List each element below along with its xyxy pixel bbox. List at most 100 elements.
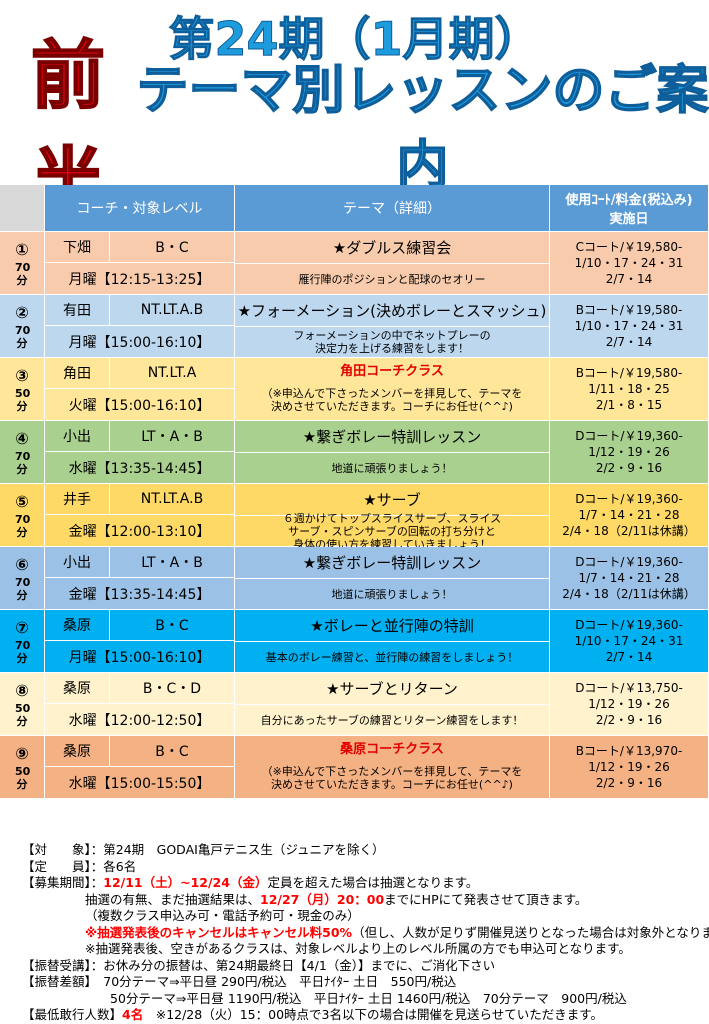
number: ⑤ xyxy=(15,491,29,511)
footer-text: 12/27（月）20：00 xyxy=(260,891,385,907)
court: Cコート/￥19,580- 1/10・17・24・31 2/7・14 xyxy=(550,232,709,295)
level: B・C xyxy=(110,736,235,767)
court-line: 2/1・8・15 xyxy=(595,398,663,412)
footer-line: 【定 員】：各6名 xyxy=(22,859,136,874)
day-time: 月曜【15:00-16:10】 xyxy=(45,326,235,358)
level: NT.LT.A.B xyxy=(110,295,235,326)
row-number: ④ 70分 xyxy=(0,421,45,484)
court-line: 2/7・14 xyxy=(605,335,653,349)
court-line: 1/10・17・24・31 xyxy=(574,319,684,333)
theme: 桑原コーチクラス xyxy=(235,736,550,758)
level: LT・A・B xyxy=(110,547,235,578)
duration: 70分 xyxy=(15,638,31,665)
theme: ★繋ぎボレー特訓レッスン xyxy=(235,547,550,578)
row-number: ⑥ 70分 xyxy=(0,547,45,610)
footer-text: （但し、人数が足りず開催見送りとなった場合は対象外となります。） xyxy=(352,924,709,940)
coach: 有田 xyxy=(45,295,110,326)
header-theme: テーマ（詳細） xyxy=(235,185,550,232)
theme: ★サーブ xyxy=(235,484,550,515)
court-line: 1/10・17・24・31 xyxy=(574,256,684,270)
theme: ★ボレーと並行陣の特訓 xyxy=(235,610,550,641)
detail: （※申込んで下さったメンバーを拝見して、テーマを 決めさせていただきます。コーチに… xyxy=(235,380,550,421)
row-number: ③ 50分 xyxy=(0,358,45,421)
court-line: Dコート/￥13,750- xyxy=(575,681,683,695)
theme: ★フォーメーション(決めボレーとスマッシュ) xyxy=(235,295,550,326)
theme: ★ダブルス練習会 xyxy=(235,232,550,263)
detail-line: 決めさせていただきます。コーチにお任せ(^^♪) xyxy=(271,778,513,791)
subtitle-blue: テーマ別レッスンのご案内 xyxy=(136,60,709,197)
court-line: Bコート/￥13,970- xyxy=(575,744,683,758)
number: ⑥ xyxy=(15,554,29,574)
duration: 50分 xyxy=(15,701,31,728)
footer-text: （複数クラス申込み可・電話予約可・現金のみ） xyxy=(85,908,360,923)
day-time: 水曜【13:35-14:45】 xyxy=(45,452,235,484)
header-coach: コーチ・対象レベル xyxy=(45,185,235,232)
header-court-line: 実施日 xyxy=(609,212,649,227)
detail-line: 決定力を上げる練習をします！ xyxy=(315,342,469,355)
footer-line: （複数クラス申込み可・電話予約可・現金のみ） xyxy=(85,908,360,923)
court-line: 1/12・19・26 xyxy=(588,697,670,711)
court-line: Dコート/￥19,360- xyxy=(575,429,683,443)
footer-text: ※抽選発表後のキャンセルはキャンセル料50% xyxy=(85,924,353,940)
coach: 桑原 xyxy=(45,673,110,704)
level: LT・A・B xyxy=(110,421,235,452)
court-line: Dコート/￥19,360- xyxy=(575,492,683,506)
footer-line: 【対 象】：第24期 GODAI亀戸テニス生（ジュニアを除く） xyxy=(22,842,384,857)
header-court-line: 使用ｺｰﾄ/料金(税込み) xyxy=(565,193,693,208)
court-line: 1/7・14・21・28 xyxy=(578,508,680,522)
coach: 小出 xyxy=(45,421,110,452)
court-line: 2/4・18（2/11は休講） xyxy=(562,524,696,538)
detail-line: 基本のボレー練習と、並行陣の練習をしましょう！ xyxy=(265,650,519,664)
footer-text: 定員を超えた場合は抽選となります。 xyxy=(267,875,479,890)
court-line: 2/2・9・16 xyxy=(595,776,663,790)
number: ① xyxy=(15,239,29,259)
court-line: 2/2・9・16 xyxy=(595,713,663,727)
detail-line: （※申込んで下さったメンバーを拝見して、テーマを xyxy=(261,765,523,778)
detail: 地道に頑張りましょう！ xyxy=(235,578,550,610)
court: Dコート/￥19,360- 1/12・19・26 2/2・9・16 xyxy=(550,421,709,484)
coach: 桑原 xyxy=(45,736,110,767)
number: ④ xyxy=(15,428,29,448)
court-line: 2/2・9・16 xyxy=(595,461,663,475)
court: Dコート/￥13,750- 1/12・19・26 2/2・9・16 xyxy=(550,673,709,736)
court-line: Dコート/￥19,360- xyxy=(575,555,683,569)
level: B・C xyxy=(110,232,235,263)
number: ⑦ xyxy=(15,617,29,637)
court: Bコート/￥13,970- 1/12・19・26 2/2・9・16 xyxy=(550,736,709,799)
court-line: 1/12・19・26 xyxy=(588,760,670,774)
detail-line: 地道に頑張りましょう！ xyxy=(331,587,453,601)
footer-line: 【最低敢行人数】4名 ※12/28（火）15：00時点で3名以下の場合は開催を見… xyxy=(22,1007,603,1022)
footer-line: 【振替受講】：お休み分の振替は、第24期最終日【4/1（金）】までに、ご消化下さ… xyxy=(22,958,495,973)
court: Dコート/￥19,360- 1/7・14・21・28 2/4・18（2/11は休講） xyxy=(550,547,709,610)
court: Bコート/￥19,580- 1/11・18・25 2/1・8・15 xyxy=(550,358,709,421)
court-line: Bコート/￥19,580- xyxy=(575,366,683,380)
footer-text: 12/11（土）~12/24（金） xyxy=(103,875,268,890)
detail-line: 雁行陣のポジションと配球のセオリー xyxy=(298,272,486,286)
day-time: 金曜【12:00-13:10】 xyxy=(45,515,235,547)
row-number: ⑨ 50分 xyxy=(0,736,45,799)
detail: 雁行陣のポジションと配球のセオリー xyxy=(235,263,550,295)
detail-line: 決めさせていただきます。コーチにお任せ(^^♪) xyxy=(271,400,513,413)
court-line: 2/7・14 xyxy=(605,272,653,286)
coach: 下畑 xyxy=(45,232,110,263)
footer-text: ※抽選発表後、空きがあるクラスは、対象レベルより上のレベル所属の方でも申込可とな… xyxy=(85,941,631,956)
court: Dコート/￥19,360- 1/10・17・24・31 2/7・14 xyxy=(550,610,709,673)
number: ⑨ xyxy=(15,743,29,763)
level: B・C・D xyxy=(110,673,235,704)
level: B・C xyxy=(110,610,235,641)
theme: ★サーブとリターン xyxy=(235,673,550,704)
detail-line: サーブ・スピンサーブの回転の打ち分けと xyxy=(288,524,496,538)
row-number: ⑤ 70分 xyxy=(0,484,45,547)
coach: 桑原 xyxy=(45,610,110,641)
detail: 地道に頑張りましょう！ xyxy=(235,452,550,484)
footer-text: 4名 xyxy=(122,1007,144,1022)
detail: （※申込んで下さったメンバーを拝見して、テーマを 決めさせていただきます。コーチに… xyxy=(235,758,550,799)
court-line: 2/7・14 xyxy=(605,650,653,664)
footer-text: ※12/28（火）15：00時点で3名以下の場合は開催を見送らせていただきます。 xyxy=(143,1007,603,1022)
theme: ★繋ぎボレー特訓レッスン xyxy=(235,421,550,452)
row-number: ⑧ 50分 xyxy=(0,673,45,736)
footer-line: 【振替差額】 70分テーマ⇒平日昼 290円/税込 平日ﾅｲﾀｰ 土日 550円… xyxy=(22,974,456,989)
footer-text: 【振替受講】：お休み分の振替は、第24期最終日【4/1（金）】までに、ご消化下さ… xyxy=(22,957,496,973)
coach: 小出 xyxy=(45,547,110,578)
